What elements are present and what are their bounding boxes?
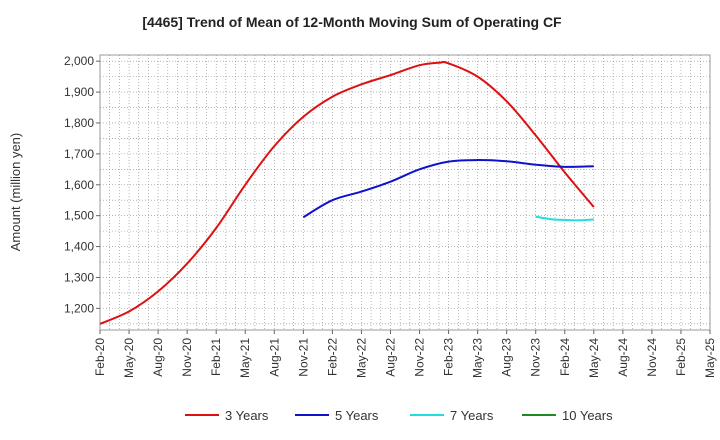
x-tick-label: Aug-22 <box>383 338 397 377</box>
x-tick-label: Nov-23 <box>529 338 543 377</box>
x-tick-label: Aug-21 <box>267 338 281 377</box>
series-line-3-years <box>99 61 595 325</box>
legend-label-10-years: 10 Years <box>562 408 613 423</box>
y-tick-label: 2,000 <box>64 54 94 68</box>
legend-label-3-years: 3 Years <box>225 408 269 423</box>
x-tick-label: Nov-22 <box>413 338 427 377</box>
x-tick-label: May-25 <box>703 338 717 378</box>
x-tick-label: Feb-24 <box>558 338 572 376</box>
x-tick-label: Nov-24 <box>645 338 659 377</box>
y-tick-label: 1,400 <box>64 240 94 254</box>
x-tick-label: Nov-21 <box>296 338 310 377</box>
x-tick-label: Feb-23 <box>442 338 456 376</box>
y-tick-label: 1,800 <box>64 116 94 130</box>
x-tick-label: Nov-20 <box>180 338 194 377</box>
y-tick-label: 1,600 <box>64 178 94 192</box>
chart-title: [4465] Trend of Mean of 12-Month Moving … <box>142 14 562 30</box>
x-tick-label: Feb-25 <box>674 338 688 376</box>
y-tick-label: 1,900 <box>64 85 94 99</box>
x-tick-label: Feb-22 <box>325 338 339 376</box>
x-tick-label: May-23 <box>471 338 485 378</box>
x-tick-label: Aug-20 <box>151 338 165 377</box>
series-line-5-years <box>302 159 594 219</box>
x-tick-label: May-22 <box>354 338 368 378</box>
y-tick-label: 1,500 <box>64 209 94 223</box>
x-tick-label: Aug-24 <box>616 338 630 377</box>
x-tick-label: Feb-21 <box>209 338 223 376</box>
legend-label-7-years: 7 Years <box>450 408 494 423</box>
y-axis-label: Amount (million yen) <box>8 133 23 252</box>
series-line-7-years <box>535 215 594 222</box>
x-tick-label: Aug-23 <box>500 338 514 377</box>
plot-area <box>99 54 711 331</box>
series-lines <box>99 61 595 325</box>
legend: 3 Years 5 Years 7 Years 10 Years <box>185 408 613 423</box>
x-tick-label: May-20 <box>122 338 136 378</box>
x-tick-label: Feb-20 <box>93 338 107 376</box>
y-tick-label: 1,200 <box>64 301 94 315</box>
y-axis-ticks: 1,200 1,300 1,400 1,500 1,600 1,700 1,800 1,900… <box>64 54 100 315</box>
y-tick-label: 1,700 <box>64 147 94 161</box>
x-tick-label: May-24 <box>587 338 601 378</box>
x-tick-label: May-21 <box>238 338 252 378</box>
x-axis-ticks: Feb-20 May-20 Aug-20 Nov-20 Feb-21 May-21 Aug-… <box>93 330 717 378</box>
y-tick-label: 1,300 <box>64 270 94 284</box>
legend-label-5-years: 5 Years <box>335 408 379 423</box>
